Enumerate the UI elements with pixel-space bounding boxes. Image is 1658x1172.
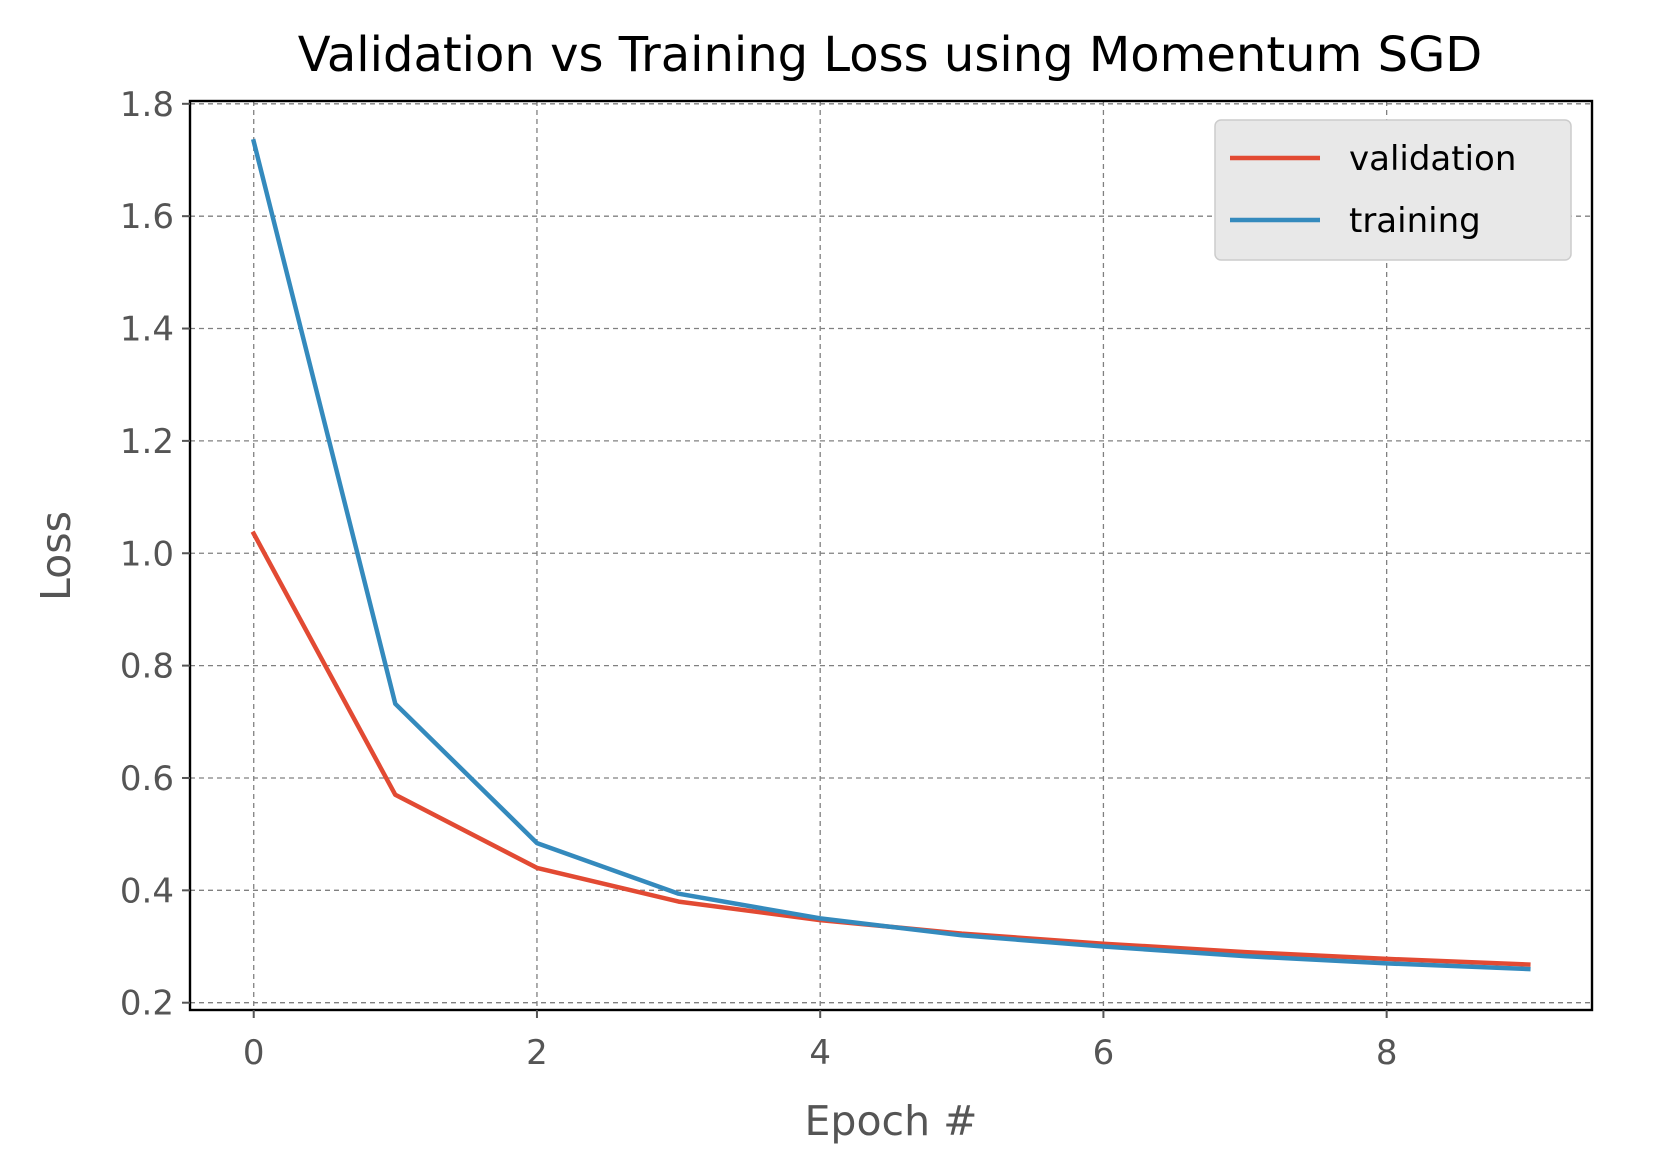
legend-box (1214, 119, 1572, 261)
x-tick-label: 4 (809, 1033, 831, 1073)
y-tick-label: 1.4 (120, 310, 174, 350)
y-axis-label: Loss (32, 511, 80, 601)
legend: validation training (1214, 119, 1572, 261)
y-tick-label: 1.0 (120, 534, 174, 574)
x-tick-label: 6 (1093, 1033, 1115, 1073)
legend-label-training: training (1349, 201, 1481, 241)
x-tick-label: 2 (526, 1033, 548, 1073)
y-tick-label: 0.2 (120, 984, 174, 1024)
series-line-training (250, 138, 1531, 972)
grid (190, 101, 1592, 1010)
legend-label-validation: validation (1349, 139, 1516, 179)
y-tick-label: 0.6 (120, 759, 174, 799)
y-tick-label: 0.4 (120, 871, 174, 911)
y-tick-label: 1.8 (120, 85, 174, 125)
plot-frame (188, 99, 1594, 1012)
series-lines (250, 138, 1531, 972)
y-tick-label: 0.8 (120, 647, 174, 687)
x-tick-label: 0 (243, 1033, 265, 1073)
ticks: 0 2 4 6 8 0.2 0.4 0.6 0.8 1.0 1.2 1.4 1.6 1.8 (120, 85, 1398, 1073)
x-axis-label: Epoch # (805, 1097, 978, 1145)
y-tick-label: 1.6 (120, 197, 174, 237)
x-tick-label: 8 (1376, 1033, 1398, 1073)
y-tick-label: 1.2 (120, 422, 174, 462)
chart-title: Validation vs Training Loss using Moment… (298, 27, 1482, 83)
